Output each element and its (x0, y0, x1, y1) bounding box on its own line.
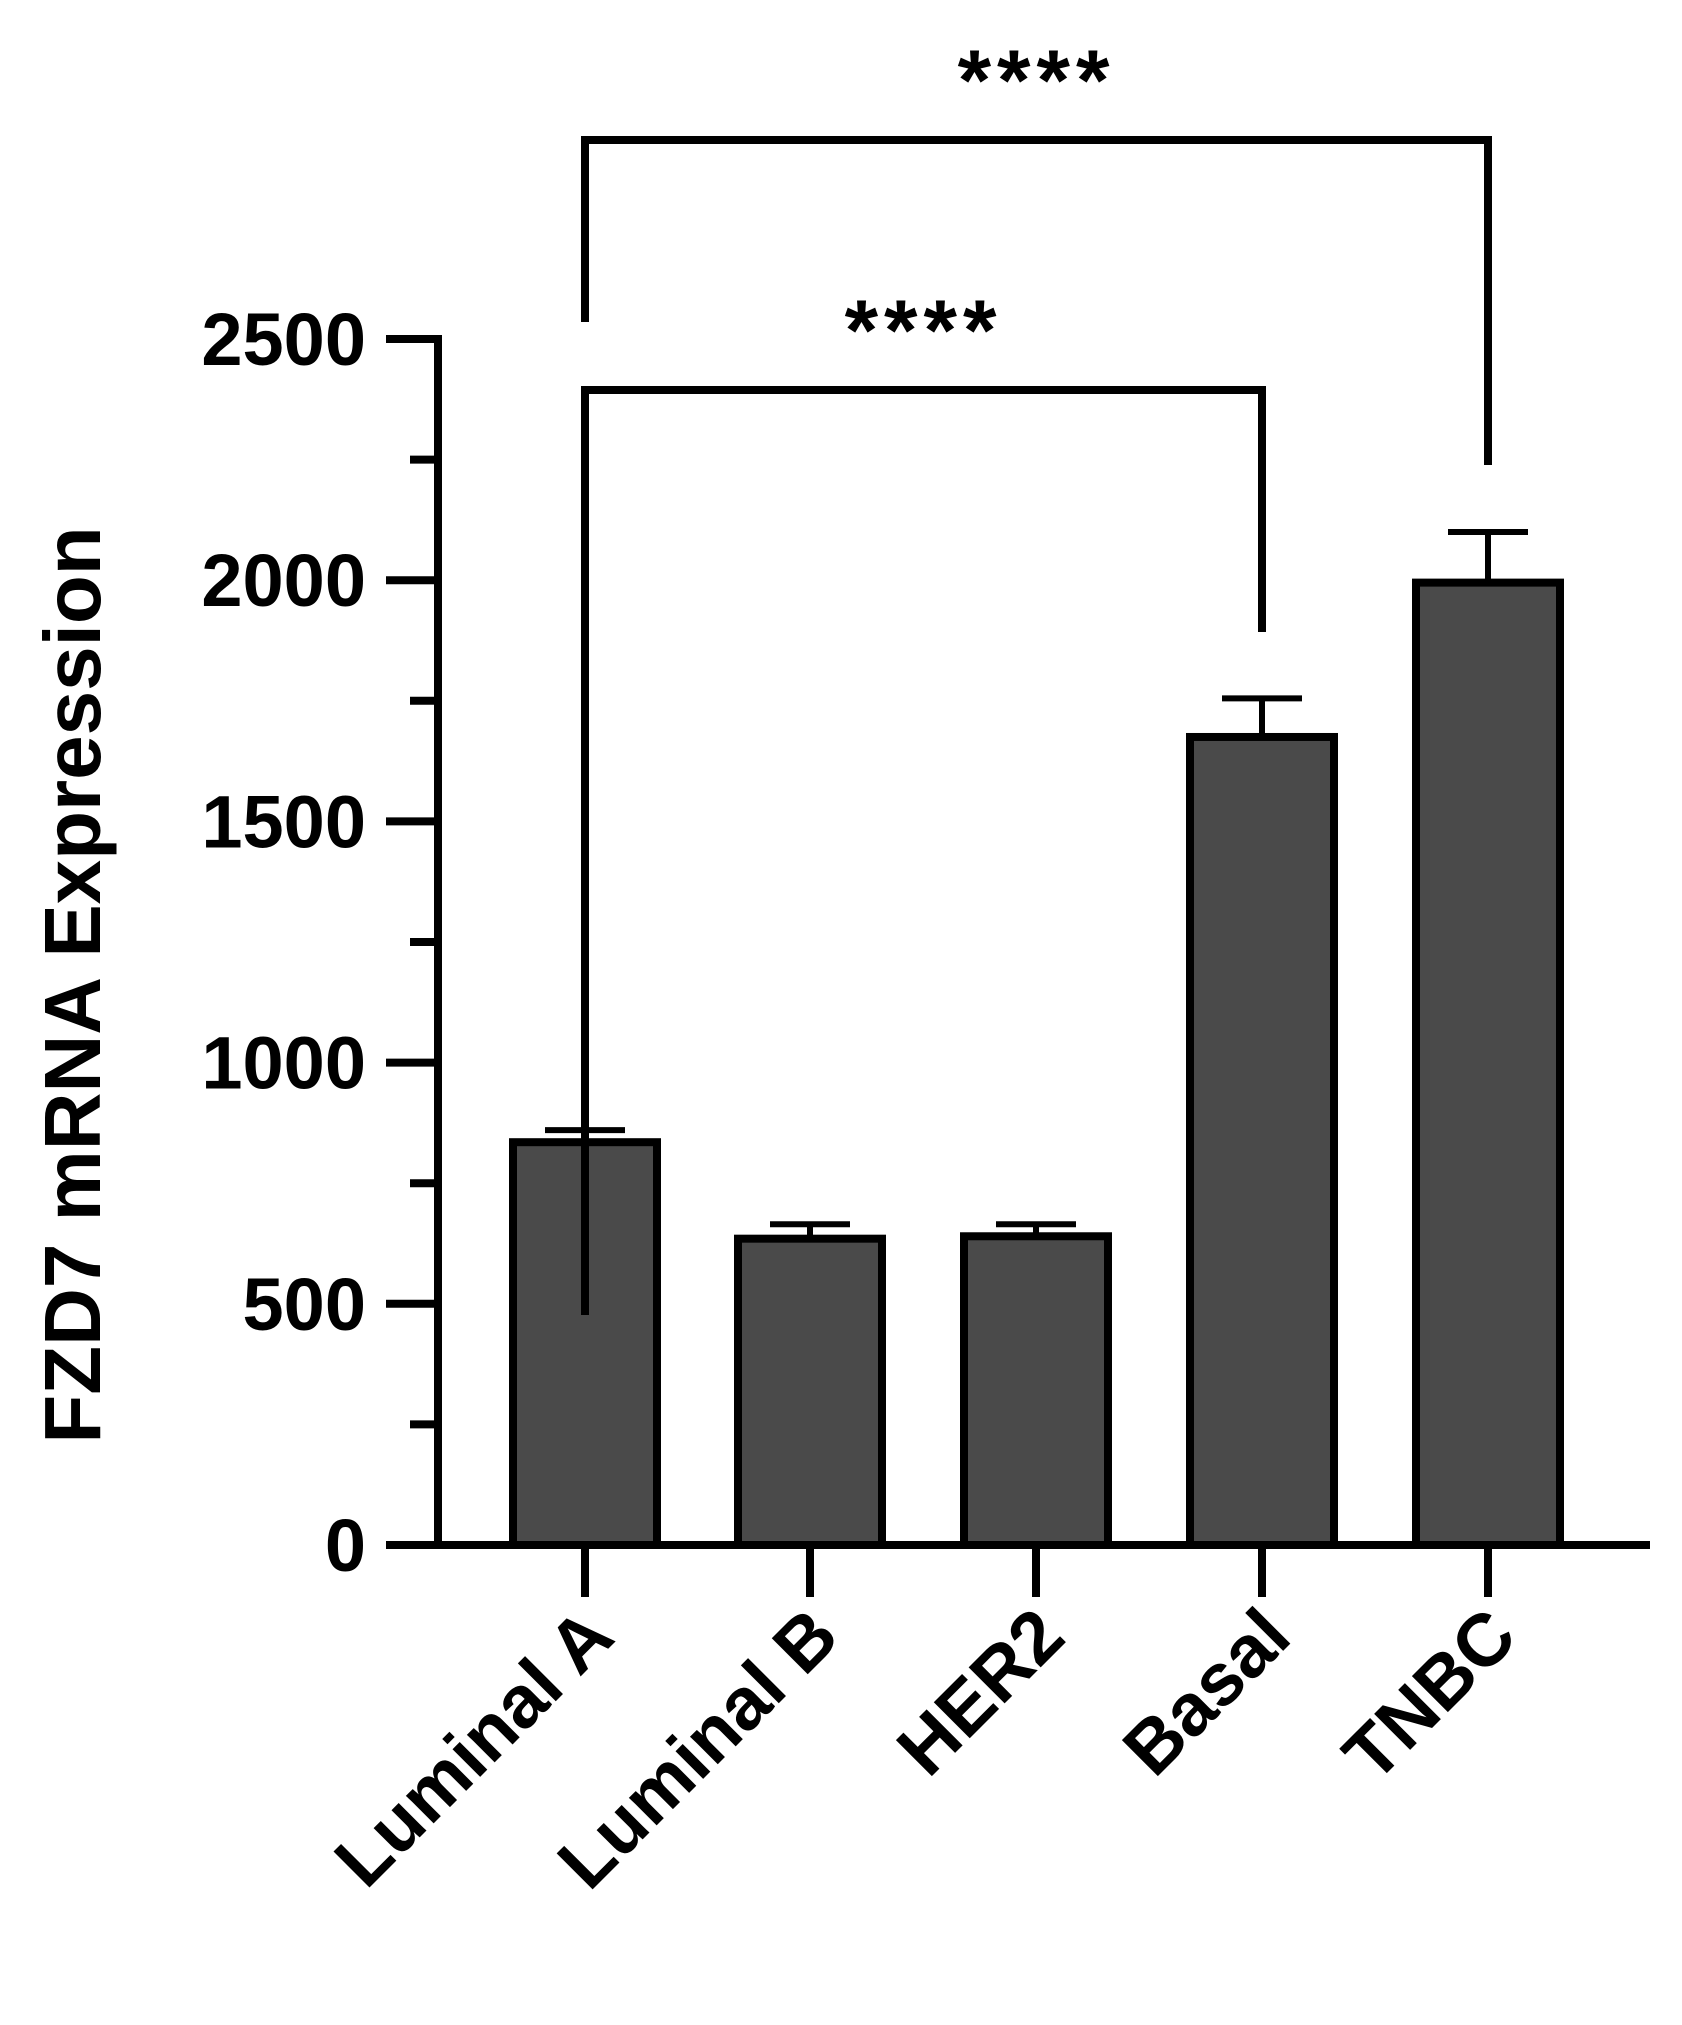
significance-bracket (581, 386, 1266, 1315)
y-tick-label: 1000 (201, 1022, 366, 1105)
significance-label: **** (958, 33, 1116, 129)
significance-bracket (581, 136, 1492, 465)
y-axis-title: FZD7 mRNA Expression (28, 526, 117, 1443)
bar (960, 1232, 1112, 1550)
y-tick-label: 2500 (201, 298, 366, 381)
y-tick-label: 0 (325, 1504, 366, 1587)
x-category-label: Basal (1107, 1593, 1305, 1791)
significance-brackets: **** **** (581, 33, 1492, 1315)
x-category-label: TNBC (1327, 1593, 1531, 1797)
error-bars (545, 528, 1528, 1239)
x-category-label: HER2 (881, 1593, 1079, 1791)
bar (1186, 732, 1338, 1549)
bar (1412, 578, 1564, 1549)
y-tick-label: 2000 (201, 539, 366, 622)
bar (734, 1234, 886, 1550)
bars (509, 578, 1564, 1550)
y-tick-label: 1500 (201, 780, 366, 863)
significance-label: **** (845, 283, 1003, 379)
y-tick-label: 500 (243, 1263, 366, 1346)
